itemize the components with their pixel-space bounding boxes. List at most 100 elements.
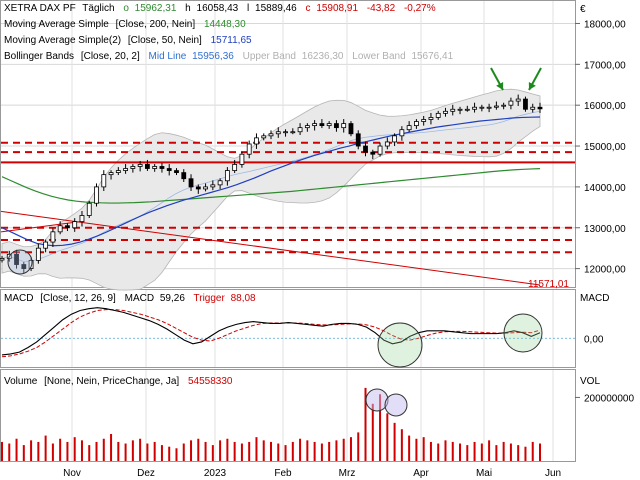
legend-sma50-value: 15711,65 bbox=[211, 35, 252, 46]
candle-body bbox=[290, 131, 296, 134]
candle-body bbox=[508, 100, 514, 106]
candle-body bbox=[195, 186, 201, 190]
volume-bar bbox=[146, 443, 149, 461]
candle-body bbox=[115, 170, 121, 174]
green-arrow-head bbox=[528, 81, 536, 90]
sma50-line bbox=[1, 116, 541, 247]
volume-legend-params: [None, Nein, PriceChange, Ja] bbox=[44, 376, 179, 387]
volume-legend-label: Volume bbox=[4, 376, 38, 387]
volume-bar bbox=[131, 440, 134, 461]
volume-bar bbox=[531, 441, 534, 461]
candle-body bbox=[399, 129, 405, 137]
price-tick-label: 17000,00 bbox=[584, 60, 626, 71]
bollinger-mid-line bbox=[1, 110, 541, 262]
volume-bar bbox=[102, 438, 105, 461]
candle-body bbox=[203, 186, 208, 190]
price-tick-label: 15000,00 bbox=[584, 142, 626, 153]
candle-body bbox=[145, 164, 150, 169]
volume-bar bbox=[226, 438, 229, 461]
candle-body bbox=[414, 121, 419, 127]
volume-bars bbox=[1, 387, 541, 461]
month-label: Feb bbox=[274, 468, 292, 479]
volume-bar bbox=[386, 413, 389, 461]
volume-bar bbox=[248, 441, 251, 461]
volume-bar bbox=[480, 443, 483, 461]
volume-bar bbox=[95, 441, 98, 461]
volume-bar bbox=[451, 441, 454, 461]
macd-legend-params: [Close, 12, 26, 9] bbox=[40, 293, 116, 304]
candle-body bbox=[72, 221, 78, 229]
candle-body bbox=[232, 164, 238, 171]
macd-legend-trigger-label: Trigger bbox=[194, 293, 226, 304]
candle-body bbox=[493, 105, 499, 108]
header-interval: Täglich bbox=[82, 3, 114, 14]
macd-legend: MACD [Close, 12, 26, 9] MACD 59,26 Trigg… bbox=[4, 293, 256, 304]
volume-bar bbox=[153, 441, 156, 461]
month-label: Mai bbox=[476, 468, 492, 479]
price-series bbox=[0, 94, 543, 274]
volume-bar bbox=[357, 432, 360, 461]
candle-body bbox=[275, 131, 281, 135]
header-high: 16058,43 bbox=[197, 3, 239, 14]
volume-bar bbox=[1, 441, 3, 461]
price-tick-label: 13000,00 bbox=[584, 224, 626, 235]
candle-body bbox=[501, 104, 507, 107]
candle-body bbox=[370, 151, 376, 155]
candle-body bbox=[304, 125, 310, 129]
header-change: -43,82 bbox=[367, 3, 396, 14]
legend-bollinger-label: Bollinger Bands bbox=[4, 51, 74, 62]
volume-bar bbox=[139, 438, 142, 461]
macd-circle-marker bbox=[503, 313, 543, 353]
candle-body bbox=[283, 131, 288, 134]
trendline-value-label: 11571,01 bbox=[528, 279, 569, 290]
volume-bar bbox=[313, 441, 316, 461]
volume-bar bbox=[30, 440, 33, 461]
candle-body bbox=[530, 106, 536, 110]
volume-bar bbox=[270, 441, 272, 461]
month-label: 2023 bbox=[204, 468, 227, 479]
legend-bollinger-params: [Close, 20, 2] bbox=[81, 51, 140, 62]
candle-body bbox=[355, 133, 361, 147]
axis-labels: 12000,00 13000,00 14000,00 15000,00 16000,00… bbox=[63, 19, 634, 479]
month-label: Nov bbox=[63, 468, 81, 479]
volume-bar bbox=[415, 438, 418, 461]
annotation-marks bbox=[7, 67, 543, 417]
header-open: 15962,31 bbox=[135, 3, 177, 14]
candle-body bbox=[108, 172, 114, 176]
legend-bollinger-mid: 15956,36 bbox=[192, 51, 234, 62]
candle-body bbox=[65, 225, 70, 229]
volume-bar bbox=[379, 394, 382, 461]
candle-body bbox=[35, 247, 41, 261]
header-symbol: XETRA DAX PF bbox=[4, 3, 76, 14]
volume-bar bbox=[8, 443, 11, 461]
volume-bar bbox=[168, 446, 171, 461]
month-label: Dez bbox=[137, 468, 155, 479]
legend-bollinger-upper: 16236,30 bbox=[302, 51, 344, 62]
volume-bar bbox=[73, 437, 76, 461]
candle-body bbox=[464, 108, 470, 111]
header-open-label: o bbox=[123, 3, 129, 14]
candle-body bbox=[392, 135, 397, 143]
volume-bar bbox=[539, 443, 541, 461]
candle-body bbox=[457, 108, 463, 111]
candle-body bbox=[166, 168, 172, 171]
header-change-pct: -0,27% bbox=[404, 3, 436, 14]
volume-bar bbox=[51, 443, 54, 461]
volume-bar bbox=[495, 445, 498, 461]
candle-body bbox=[341, 123, 347, 129]
volume-bar bbox=[393, 422, 396, 461]
candle-body bbox=[224, 170, 230, 182]
candle-body bbox=[428, 117, 434, 120]
volume-bar bbox=[437, 443, 440, 461]
volume-bar bbox=[190, 440, 193, 461]
candle-body bbox=[406, 125, 412, 131]
macd-legend-trigger-value: 88,08 bbox=[231, 293, 256, 304]
candle-body bbox=[28, 260, 34, 270]
volume-bar bbox=[80, 440, 83, 461]
candle-body bbox=[261, 135, 267, 139]
candle-body bbox=[50, 231, 56, 243]
month-label: Apr bbox=[413, 468, 429, 479]
volume-bar bbox=[422, 437, 425, 461]
header-high-label: h bbox=[185, 3, 191, 14]
